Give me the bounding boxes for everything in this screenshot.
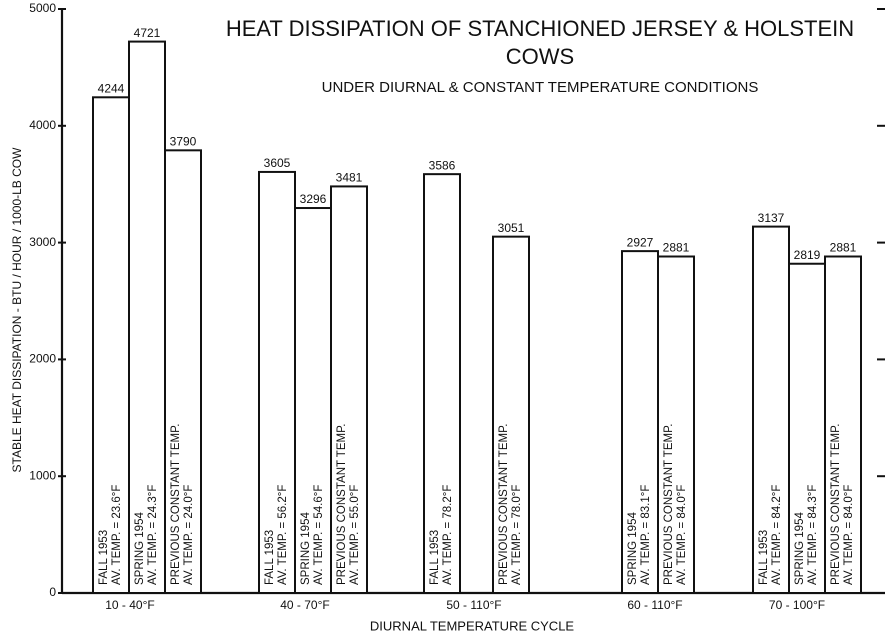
bar-series-label: PREVIOUS CONSTANT TEMP. bbox=[663, 424, 675, 585]
chart-subtitle: UNDER DIURNAL & CONSTANT TEMPERATURE CON… bbox=[322, 79, 759, 96]
y-tick-label: 1000 bbox=[29, 468, 56, 482]
bar-temp-label: AV. TEMP. = 84.0°F bbox=[843, 485, 855, 585]
x-tick-label: 70 - 100°F bbox=[769, 598, 825, 612]
bar-series-label: FALL 1953 bbox=[98, 530, 110, 585]
bar-series-label: PREVIOUS CONSTANT TEMP. bbox=[830, 424, 842, 585]
bar-temp-label: AV. TEMP. = 54.6°F bbox=[313, 485, 325, 585]
bar-series-label: PREVIOUS CONSTANT TEMP. bbox=[336, 424, 348, 585]
y-axis-label: STABLE HEAT DISSIPATION - BTU / HOUR / 1… bbox=[10, 147, 24, 473]
bar bbox=[657, 255, 695, 594]
bar-series-label: FALL 1953 bbox=[429, 530, 441, 585]
y-tick-label: 5000 bbox=[29, 1, 56, 15]
bar-series-label: PREVIOUS CONSTANT TEMP. bbox=[498, 424, 510, 585]
bar-temp-label: AV. TEMP. = 78.0°F bbox=[511, 485, 523, 585]
bar-temp-label: AV. TEMP. = 84.2°F bbox=[771, 485, 783, 585]
y-tick-label: 3000 bbox=[29, 235, 56, 249]
x-tick-label: 60 - 110°F bbox=[627, 598, 682, 612]
bar-series-label: FALL 1953 bbox=[758, 530, 770, 585]
bar-series-label: SPRING 1954 bbox=[134, 512, 146, 585]
x-tick-label: 50 - 110°F bbox=[446, 598, 501, 612]
bar-series-label: SPRING 1954 bbox=[794, 512, 806, 585]
bar-temp-label: AV. TEMP. = 55.0°F bbox=[349, 485, 361, 585]
value-label: 2881 bbox=[663, 241, 690, 255]
value-label: 3296 bbox=[300, 192, 327, 206]
chart-title: COWS bbox=[506, 44, 574, 69]
value-label: 2881 bbox=[830, 241, 857, 255]
bar-series-label: PREVIOUS CONSTANT TEMP. bbox=[170, 424, 182, 585]
x-tick-label: 40 - 70°F bbox=[280, 598, 330, 612]
bar-temp-label: AV. TEMP. = 84.0°F bbox=[676, 485, 688, 585]
bar bbox=[164, 149, 202, 594]
value-label: 4244 bbox=[98, 81, 125, 95]
bar-series-label: FALL 1953 bbox=[264, 530, 276, 585]
bar bbox=[824, 255, 862, 594]
bar bbox=[788, 262, 826, 594]
value-label: 2927 bbox=[627, 235, 654, 249]
value-label: 3586 bbox=[429, 158, 456, 172]
bar-temp-label: AV. TEMP. = 56.2°F bbox=[277, 485, 289, 585]
value-label: 3605 bbox=[264, 156, 291, 170]
x-axis-label: DIURNAL TEMPERATURE CYCLE bbox=[370, 618, 575, 633]
value-label: 2819 bbox=[794, 248, 821, 262]
y-tick-label: 4000 bbox=[29, 118, 56, 132]
bar-temp-label: AV. TEMP. = 24.3°F bbox=[147, 485, 159, 585]
bar bbox=[752, 225, 790, 595]
bar bbox=[492, 235, 530, 595]
y-tick-label: 0 bbox=[49, 585, 56, 599]
bar bbox=[330, 185, 368, 595]
chart-title: HEAT DISSIPATION OF STANCHIONED JERSEY &… bbox=[226, 16, 854, 41]
bar-series-label: SPRING 1954 bbox=[300, 512, 312, 585]
bar-temp-label: AV. TEMP. = 23.6°F bbox=[111, 485, 123, 585]
value-label: 3481 bbox=[336, 171, 363, 185]
value-label: 3051 bbox=[498, 221, 525, 235]
x-tick-label: 10 - 40°F bbox=[105, 598, 155, 612]
bar-temp-label: AV. TEMP. = 84.3°F bbox=[807, 485, 819, 585]
value-label: 4721 bbox=[134, 26, 161, 40]
y-tick-label: 2000 bbox=[29, 352, 56, 366]
value-label: 3790 bbox=[170, 134, 197, 148]
value-label: 3137 bbox=[758, 211, 785, 225]
bar-temp-label: AV. TEMP. = 78.2°F bbox=[442, 485, 454, 585]
bar-temp-label: AV. TEMP. = 24.0°F bbox=[183, 485, 195, 585]
bar bbox=[423, 173, 461, 594]
bar-series-label: SPRING 1954 bbox=[627, 512, 639, 585]
bar-temp-label: AV. TEMP. = 83.1°F bbox=[640, 485, 652, 585]
